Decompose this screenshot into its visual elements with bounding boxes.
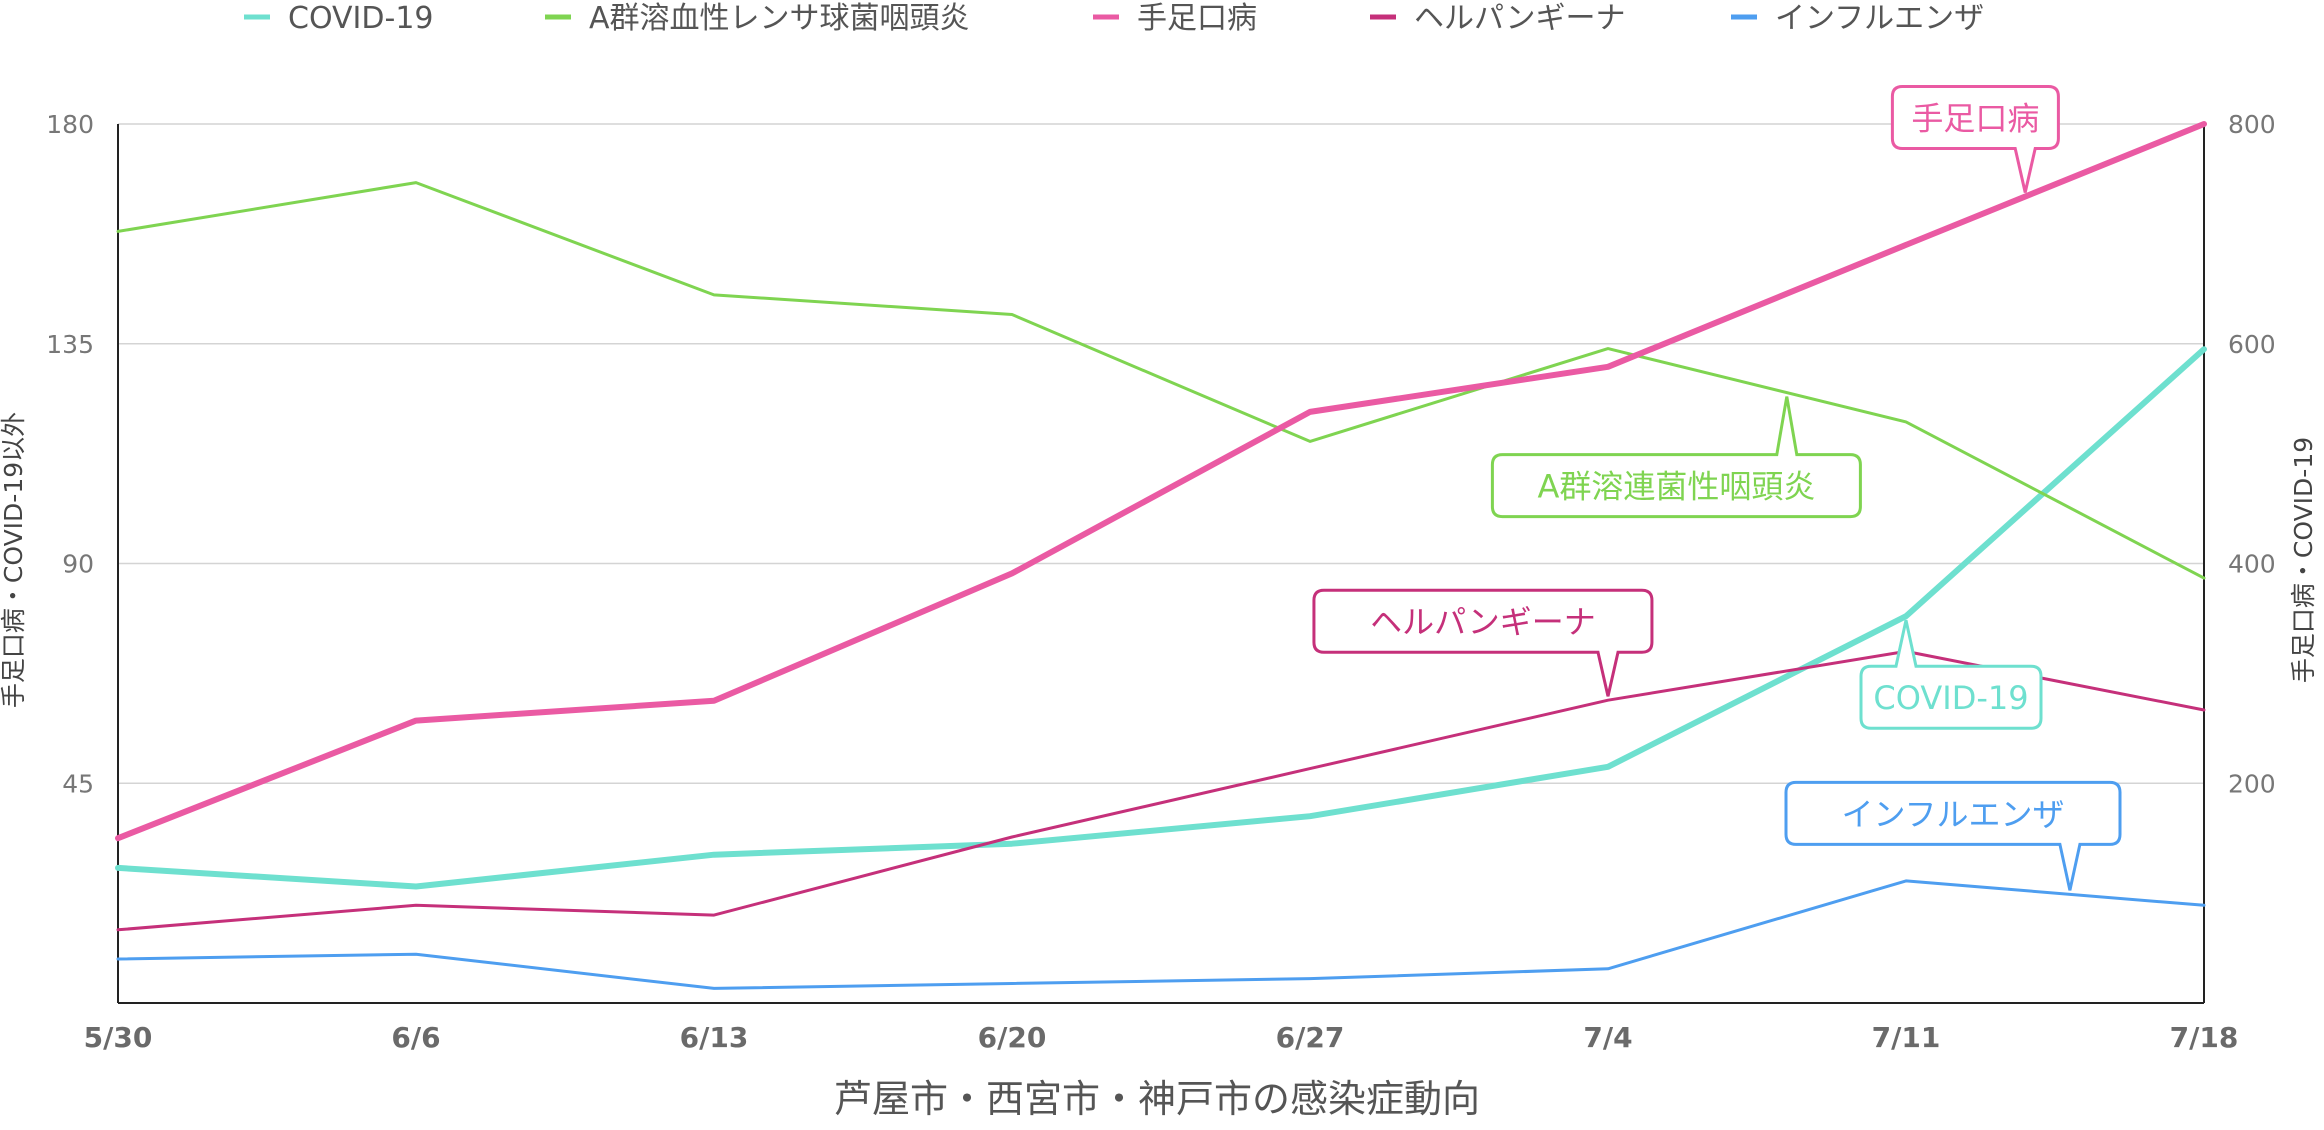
x-tick-label: 7/4 <box>1583 1021 1632 1054</box>
y-right-tick-label: 800 <box>2228 110 2276 139</box>
x-tick-label: 6/13 <box>680 1021 749 1054</box>
axes: 45 90 135 180 200 400 600 800 5/30 6/6 6/13 6/20 6/2… <box>46 110 2275 1054</box>
x-tick-label: 6/20 <box>978 1021 1047 1054</box>
legend: COVID-19 A群溶血性レンサ球菌咽頭炎 手足口病 ヘルパンギーナ インフルエンザ <box>244 1 1984 36</box>
series-line <box>115 121 2207 842</box>
legend-item: インフルエンザ <box>1731 1 1984 36</box>
callout-label: インフルエンザ <box>1841 795 2064 833</box>
series-line <box>116 649 2206 932</box>
series-lines <box>115 121 2207 990</box>
callout: A群溶連菌性咽頭炎 <box>1490 396 1862 519</box>
callout-label: COVID-19 <box>1873 679 2028 717</box>
y-right-tick-label: 400 <box>2228 550 2276 579</box>
series-line <box>115 346 2207 890</box>
callout-box <box>1890 85 2060 193</box>
callout-box <box>1784 780 2122 891</box>
y-right-tick-label: 200 <box>2228 769 2276 798</box>
x-tick-label: 6/6 <box>391 1021 440 1054</box>
y-left-tick-label: 135 <box>46 330 94 359</box>
callout-box <box>1490 396 1862 519</box>
callout-box <box>1312 588 1654 697</box>
callout: 手足口病 <box>1890 85 2060 193</box>
callout-label: ヘルパンギーナ <box>1370 603 1596 641</box>
left-y-axis-title: 手足口病・COVID-19以外 <box>0 412 28 708</box>
legend-label: インフルエンザ <box>1775 1 1984 36</box>
callout: インフルエンザ <box>1784 780 2122 891</box>
callout: ヘルパンギーナ <box>1312 588 1654 697</box>
legend-item: 手足口病 <box>1093 1 1257 36</box>
callout: COVID-19 <box>1859 619 2043 730</box>
x-tick-label: 5/30 <box>84 1021 153 1054</box>
callout-label: A群溶連菌性咽頭炎 <box>1537 468 1815 506</box>
legend-item: COVID-19 <box>244 1 434 36</box>
series-line <box>116 181 2206 580</box>
callout-box <box>1859 619 2043 730</box>
x-tick-label: 7/11 <box>1872 1021 1941 1054</box>
right-y-axis-title: 手足口病・COVID-19 <box>2289 437 2318 683</box>
x-axis-title: 芦屋市・西宮市・神戸市の感染症動向 <box>834 1077 1480 1121</box>
series-line <box>116 879 2206 990</box>
callout-label: 手足口病 <box>1911 100 2039 138</box>
legend-item: A群溶血性レンサ球菌咽頭炎 <box>545 1 970 36</box>
legend-label: COVID-19 <box>288 1 434 36</box>
y-right-tick-label: 600 <box>2228 330 2276 359</box>
y-left-tick-label: 45 <box>62 769 94 798</box>
legend-label: A群溶血性レンサ球菌咽頭炎 <box>589 1 970 36</box>
legend-label: 手足口病 <box>1137 1 1257 36</box>
legend-label: ヘルパンギーナ <box>1414 1 1626 36</box>
x-tick-label: 6/27 <box>1276 1021 1345 1054</box>
legend-item: ヘルパンギーナ <box>1370 1 1626 36</box>
y-left-tick-label: 90 <box>62 550 94 579</box>
x-tick-label: 7/18 <box>2170 1021 2239 1054</box>
y-left-tick-label: 180 <box>46 110 94 139</box>
